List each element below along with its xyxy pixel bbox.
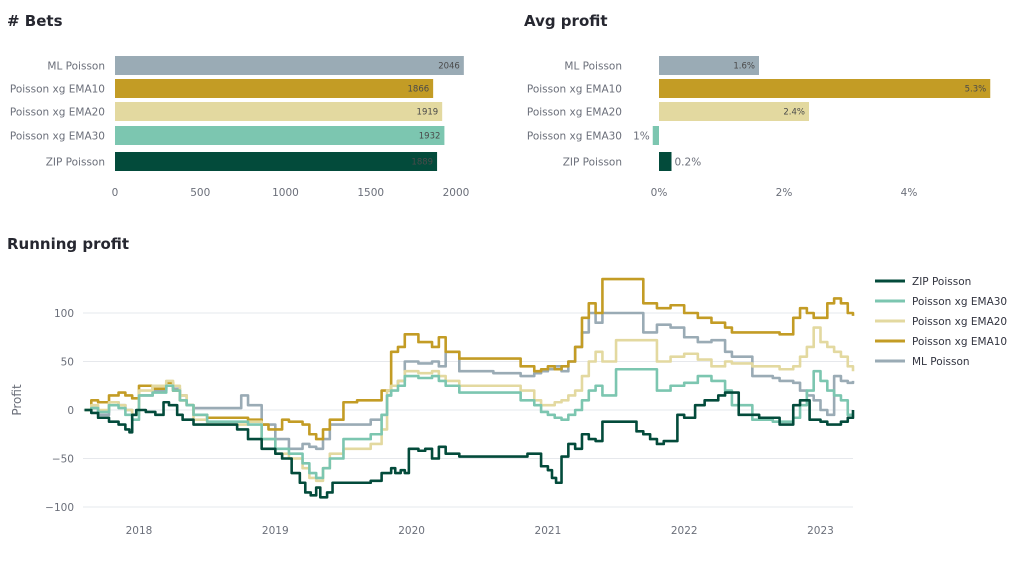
y-tick-label: −100 xyxy=(45,502,74,514)
x-tick-label: 2023 xyxy=(807,525,834,537)
series-line-poisson-xg-ema30 xyxy=(84,367,853,480)
bets-data-label: 1889 xyxy=(411,158,433,168)
avg-profit-data-label: 2.4% xyxy=(783,108,805,118)
avg-profit-data-label: 5.3% xyxy=(965,85,987,95)
avg-profit-category-label: Poisson xg EMA10 xyxy=(527,84,622,96)
legend-label: Poisson xg EMA20 xyxy=(912,316,1007,328)
avg-profit-bar xyxy=(659,56,759,75)
running-profit-chart-title: Running profit xyxy=(7,235,130,253)
avg-profit-category-label: Poisson xg EMA20 xyxy=(527,107,622,119)
avg-profit-chart-title: Avg profit xyxy=(524,12,608,30)
legend-label: Poisson xg EMA10 xyxy=(912,336,1007,348)
avg-profit-bar xyxy=(659,102,809,121)
x-tick-label: 2021 xyxy=(535,525,562,537)
bets-data-label: 1932 xyxy=(419,132,441,142)
y-axis-label: Profit xyxy=(10,384,24,416)
avg-profit-category-label: ML Poisson xyxy=(564,61,622,73)
avg-profit-bar xyxy=(659,152,672,171)
avg-profit-x-tick-label: 0% xyxy=(651,187,668,199)
bets-x-tick-label: 1500 xyxy=(357,187,384,199)
bets-x-tick-label: 500 xyxy=(190,187,210,199)
bets-bar xyxy=(115,79,434,98)
bets-bar xyxy=(115,126,445,145)
y-tick-label: 0 xyxy=(67,405,74,417)
legend-label: ZIP Poisson xyxy=(912,276,971,288)
bets-bar xyxy=(115,56,464,75)
bets-x-tick-label: 2000 xyxy=(443,187,470,199)
x-tick-label: 2020 xyxy=(398,525,425,537)
avg-profit-data-label: 1.6% xyxy=(733,62,755,72)
bets-x-tick-label: 0 xyxy=(112,187,119,199)
y-tick-label: −50 xyxy=(52,454,74,466)
avg-profit-x-tick-label: 4% xyxy=(901,187,918,199)
legend-label: ML Poisson xyxy=(912,356,970,368)
legend-label: Poisson xg EMA30 xyxy=(912,296,1007,308)
bets-chart-title: # Bets xyxy=(7,12,63,30)
series-line-zip-poisson xyxy=(84,391,855,499)
bets-data-label: 2046 xyxy=(438,62,460,72)
bets-category-label: Poisson xg EMA20 xyxy=(10,107,105,119)
y-tick-label: 50 xyxy=(61,357,74,369)
x-tick-label: 2019 xyxy=(262,525,289,537)
bets-category-label: ZIP Poisson xyxy=(46,157,105,169)
y-tick-label: 100 xyxy=(54,308,74,320)
bets-category-label: ML Poisson xyxy=(47,61,105,73)
bets-category-label: Poisson xg EMA10 xyxy=(10,84,105,96)
bets-data-label: 1919 xyxy=(417,108,439,118)
avg-profit-data-label: 1% xyxy=(633,131,650,143)
x-tick-label: 2022 xyxy=(671,525,698,537)
avg-profit-category-label: Poisson xg EMA30 xyxy=(527,131,622,143)
avg-profit-bar xyxy=(659,79,991,98)
bets-data-label: 1866 xyxy=(408,85,430,95)
bets-category-label: Poisson xg EMA30 xyxy=(10,131,105,143)
avg-profit-data-label: 0.2% xyxy=(675,157,702,169)
avg-profit-category-label: ZIP Poisson xyxy=(563,157,622,169)
bets-bar xyxy=(115,102,443,121)
bets-bar xyxy=(115,152,438,171)
avg-profit-bar xyxy=(652,126,659,145)
bets-x-tick-label: 1000 xyxy=(272,187,299,199)
x-tick-label: 2018 xyxy=(126,525,153,537)
avg-profit-x-tick-label: 2% xyxy=(776,187,793,199)
